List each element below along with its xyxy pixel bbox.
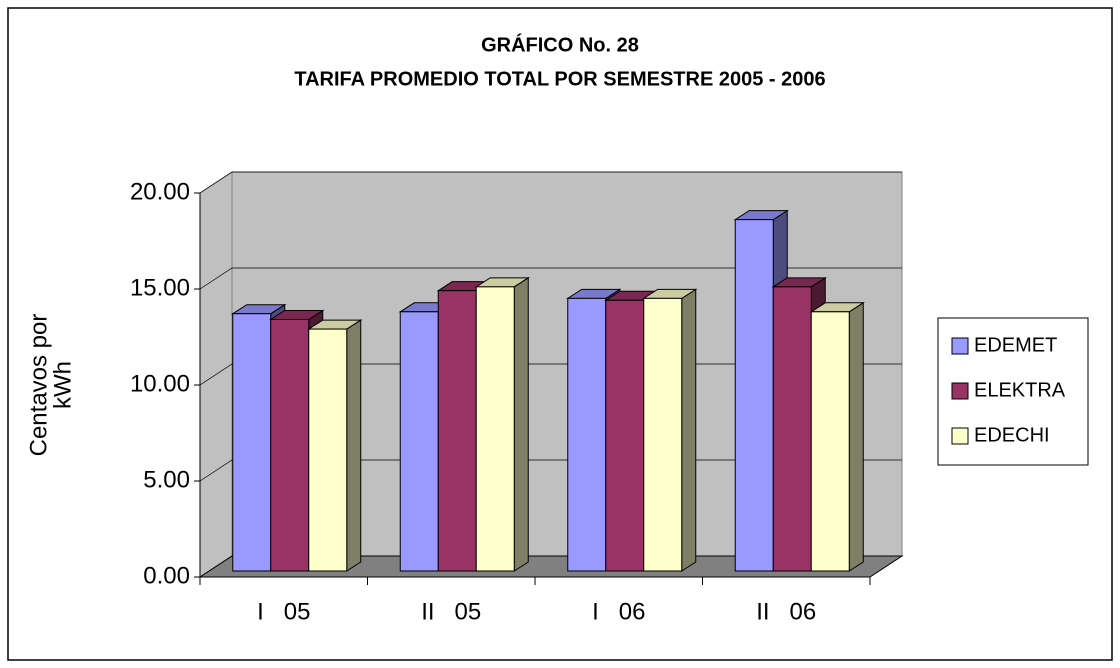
y-tick-label: 15.00 [130, 274, 190, 301]
bar [399, 311, 439, 572]
bar [308, 328, 348, 572]
bar [643, 297, 683, 572]
y-axis-label: Centavos por [25, 314, 52, 457]
y-tick-label: 10.00 [130, 370, 190, 397]
legend-label: ELEKTRA [974, 379, 1066, 401]
y-tick-label: 20.00 [130, 178, 190, 205]
chart-subtitle: TARIFA PROMEDIO TOTAL POR SEMESTRE 2005 … [294, 68, 825, 90]
y-tick-label: 5.00 [143, 466, 190, 493]
bar [437, 290, 477, 572]
legend-label: EDECHI [974, 424, 1050, 446]
bar [567, 297, 607, 572]
bar [734, 219, 774, 572]
grid-line [199, 267, 902, 290]
bar-side [848, 301, 864, 572]
chart-title: GRÁFICO No. 28 [481, 33, 639, 56]
bar [270, 318, 310, 572]
x-tick-label: II 06 [756, 598, 816, 625]
legend-label: EDEMET [974, 334, 1057, 356]
legend-swatch [951, 427, 969, 445]
x-tick-label: I 05 [257, 598, 310, 625]
legend-swatch [951, 337, 969, 355]
grid-line [199, 171, 902, 194]
x-tick-label: I 06 [592, 598, 645, 625]
y-tick-label: 0.00 [143, 562, 190, 589]
legend-swatch [951, 382, 969, 400]
bar [605, 299, 645, 572]
bar [810, 311, 850, 572]
bar-side [513, 276, 529, 572]
bar-side [346, 319, 362, 572]
bar [232, 313, 272, 572]
x-tick-label: II 05 [421, 598, 481, 625]
bar-side [681, 288, 697, 572]
bar [475, 286, 515, 572]
bar [772, 286, 812, 572]
y-axis-label: kWh [49, 361, 76, 409]
